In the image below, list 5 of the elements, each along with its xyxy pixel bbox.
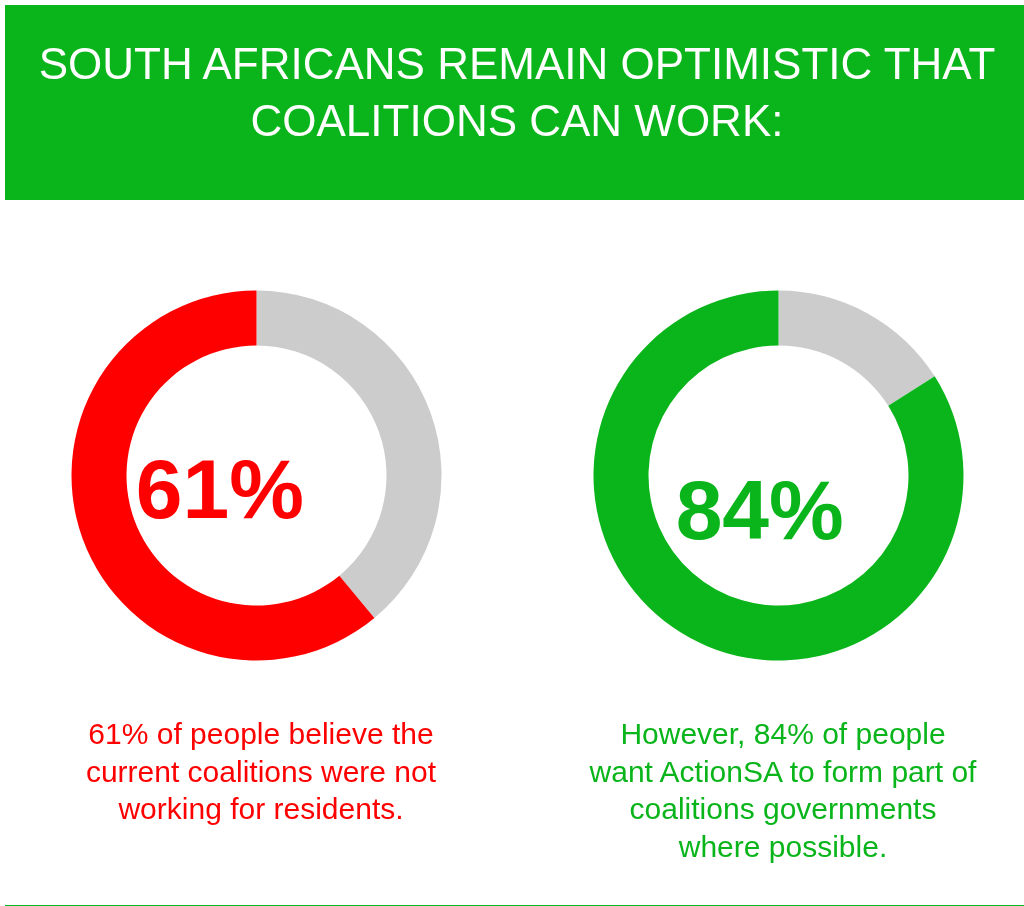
data-label: 84%	[675, 462, 844, 557]
chart-title: SOUTH AFRICANS REMAIN OPTIMISTIC THAT COALITIONS CAN WORK:	[37, 38, 997, 148]
text: 61% of people believe the current coalitions were not working for residents.	[84, 716, 438, 827]
data-label: 61%	[135, 441, 304, 536]
text: However, 84% of people want ActionSA to form part of coalitions governments where possible.	[588, 716, 978, 865]
